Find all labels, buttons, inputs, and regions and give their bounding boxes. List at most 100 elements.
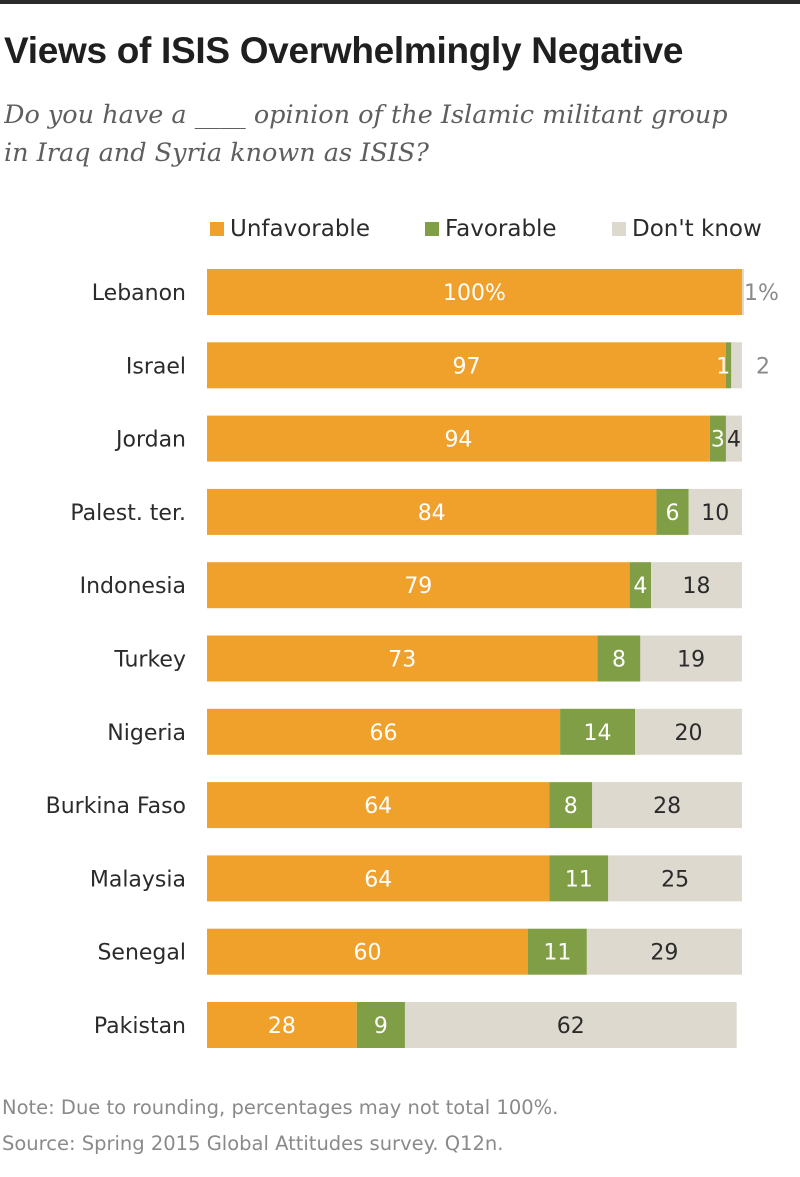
bar-row-indonesia: Indonesia 79 4 18 — [80, 562, 742, 609]
category-label: Lebanon — [92, 281, 186, 306]
value-label-unfavorable: 100% — [443, 281, 506, 306]
legend-item-favorable: Favorable — [425, 214, 557, 244]
category-label: Burkina Faso — [46, 794, 186, 819]
value-label-favorable: 4 — [633, 574, 647, 599]
top-rule — [0, 0, 800, 4]
value-label-dont-know: 10 — [701, 501, 729, 526]
value-label-favorable: 11 — [543, 941, 571, 966]
legend-label-dont-know: Don't know — [632, 216, 762, 242]
bar-segment-favorable — [528, 928, 587, 975]
category-label: Senegal — [97, 941, 186, 966]
category-label: Jordan — [114, 428, 186, 453]
value-label-favorable: 6 — [665, 501, 679, 526]
value-label-unfavorable: 64 — [364, 794, 392, 819]
value-label-dont-know: 28 — [653, 794, 681, 819]
bar-segment-dont-know — [592, 782, 742, 829]
subtitle-line-1: Do you have a ____ opinion of the Islami… — [4, 100, 728, 130]
value-label-unfavorable: 66 — [370, 721, 398, 746]
value-label-unfavorable: 84 — [418, 501, 446, 526]
value-label-unfavorable: 79 — [404, 574, 432, 599]
bar-segment-favorable — [560, 708, 635, 755]
bar-row-palest-ter: Palest. ter. 84 6 10 — [70, 488, 742, 535]
bar-segment-favorable — [709, 415, 726, 462]
bar-segment-favorable — [549, 782, 593, 829]
bar-segment-dont-know — [725, 415, 742, 462]
bar-segment-dont-know — [586, 928, 742, 975]
bar-segment-favorable — [356, 1002, 405, 1048]
value-label-favorable: 8 — [612, 648, 626, 673]
bar-segment-dont-know — [608, 855, 742, 902]
source-text: Source: Spring 2015 Global Attitudes sur… — [2, 1132, 504, 1155]
bar-segment-unfavorable — [207, 1002, 357, 1048]
bar-segment-unfavorable — [207, 635, 598, 682]
chart-subtitle: Do you have a ____ opinion of the Islami… — [4, 96, 800, 172]
value-label-dont-know: 19 — [677, 648, 705, 673]
value-label-dont-know: 2 — [756, 354, 770, 379]
bar-segment-dont-know — [742, 269, 744, 315]
category-label: Indonesia — [80, 574, 186, 599]
category-label: Turkey — [113, 648, 186, 673]
value-label-favorable: 3 — [711, 428, 725, 453]
legend-item-unfavorable: Unfavorable — [210, 214, 370, 244]
value-label-unfavorable: 94 — [444, 428, 472, 453]
legend-label-favorable: Favorable — [445, 216, 557, 242]
bar-row-lebanon: Lebanon 100% 1% — [92, 269, 779, 315]
value-label-dont-know: 20 — [675, 721, 703, 746]
category-label: Palest. ter. — [70, 501, 186, 526]
value-label-dont-know: 1% — [744, 281, 779, 306]
value-label-favorable: 9 — [374, 1014, 388, 1039]
legend-label-unfavorable: Unfavorable — [230, 216, 370, 242]
bar-segment-favorable — [597, 635, 641, 682]
value-label-dont-know: 18 — [683, 574, 711, 599]
legend-swatch-unfavorable — [210, 222, 224, 236]
bar-segment-favorable — [725, 342, 732, 389]
category-label: Nigeria — [107, 721, 186, 746]
bar-segment-unfavorable — [207, 562, 630, 609]
bar-segment-favorable — [656, 488, 689, 535]
bar-row-israel: Israel 97 1 2 — [126, 342, 770, 389]
note-text: Note: Due to rounding, percentages may n… — [2, 1096, 559, 1119]
bar-segment-unfavorable — [207, 415, 710, 462]
value-label-dont-know: 25 — [661, 867, 689, 892]
category-label: Israel — [126, 354, 186, 379]
bar-segment-dont-know — [640, 635, 742, 682]
bar-row-malaysia: Malaysia 64 11 25 — [90, 855, 742, 902]
value-label-unfavorable: 64 — [364, 867, 392, 892]
chart-title: Views of ISIS Overwhelmingly Negative — [4, 30, 684, 71]
bar-row-turkey: Turkey 73 8 19 — [113, 635, 742, 682]
bar-segment-dont-know — [651, 562, 742, 609]
subtitle-line-2: in Iraq and Syria known as ISIS? — [4, 138, 429, 168]
bar-row-jordan: Jordan 94 3 4 — [114, 415, 742, 462]
value-label-unfavorable: 60 — [354, 941, 382, 966]
bar-segment-unfavorable — [207, 342, 726, 389]
value-label-favorable: 11 — [565, 867, 593, 892]
value-label-favorable: 1 — [716, 354, 730, 379]
category-label: Pakistan — [94, 1014, 186, 1039]
value-label-dont-know: 62 — [557, 1014, 585, 1039]
bar-row-nigeria: Nigeria 66 14 20 — [107, 708, 742, 755]
value-label-dont-know: 29 — [650, 941, 678, 966]
bar-row-burkina-faso: Burkina Faso 64 8 28 — [46, 782, 742, 829]
bar-segment-unfavorable — [207, 855, 550, 902]
bar-segment-unfavorable — [207, 488, 657, 535]
value-label-favorable: 14 — [584, 721, 612, 746]
bar-row-pakistan: Pakistan 28 9 62 — [94, 1002, 737, 1048]
bar-row-senegal: Senegal 60 11 29 — [97, 928, 742, 975]
value-label-unfavorable: 97 — [452, 354, 480, 379]
bar-segment-unfavorable — [207, 269, 742, 315]
bar-segment-dont-know — [635, 708, 742, 755]
bar-segment-dont-know — [688, 488, 742, 535]
value-label-favorable: 8 — [564, 794, 578, 819]
category-label: Malaysia — [90, 867, 186, 892]
bar-segment-favorable — [629, 562, 652, 609]
bar-segment-unfavorable — [207, 928, 528, 975]
legend-swatch-dont-know — [612, 222, 626, 236]
value-label-unfavorable: 73 — [388, 648, 416, 673]
legend-item-dont-know: Don't know — [612, 214, 762, 244]
bar-segment-favorable — [549, 855, 609, 902]
legend-swatch-favorable — [425, 222, 439, 236]
bar-segment-unfavorable — [207, 708, 561, 755]
bar-segment-unfavorable — [207, 782, 550, 829]
bar-segment-dont-know — [404, 1002, 737, 1048]
